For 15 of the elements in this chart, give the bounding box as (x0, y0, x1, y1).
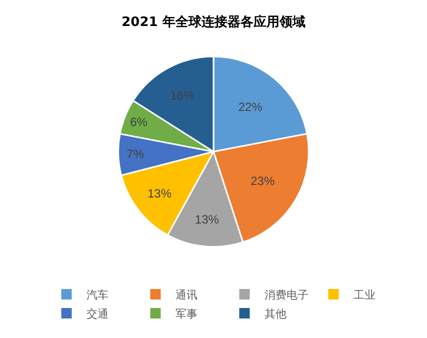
legend-label: 其他 (264, 307, 286, 320)
data-label: 16% (170, 88, 195, 102)
legend-label: 工业 (354, 288, 376, 302)
legend-label: 通讯 (176, 288, 198, 302)
data-label: 22% (238, 100, 263, 114)
legend-label: 消费电子 (264, 288, 308, 302)
data-label: 13% (148, 186, 172, 200)
data-label: 13% (194, 212, 220, 226)
legend-label: 交通 (86, 307, 108, 320)
legend-label: 军事 (176, 307, 198, 320)
data-label: 6% (130, 115, 148, 130)
legend-label: 汽车 (86, 288, 108, 302)
data-label: 7% (126, 147, 144, 162)
data-label: 23% (250, 174, 275, 188)
chart-title: 2021 年全球连接器各应用领域 (122, 14, 306, 30)
